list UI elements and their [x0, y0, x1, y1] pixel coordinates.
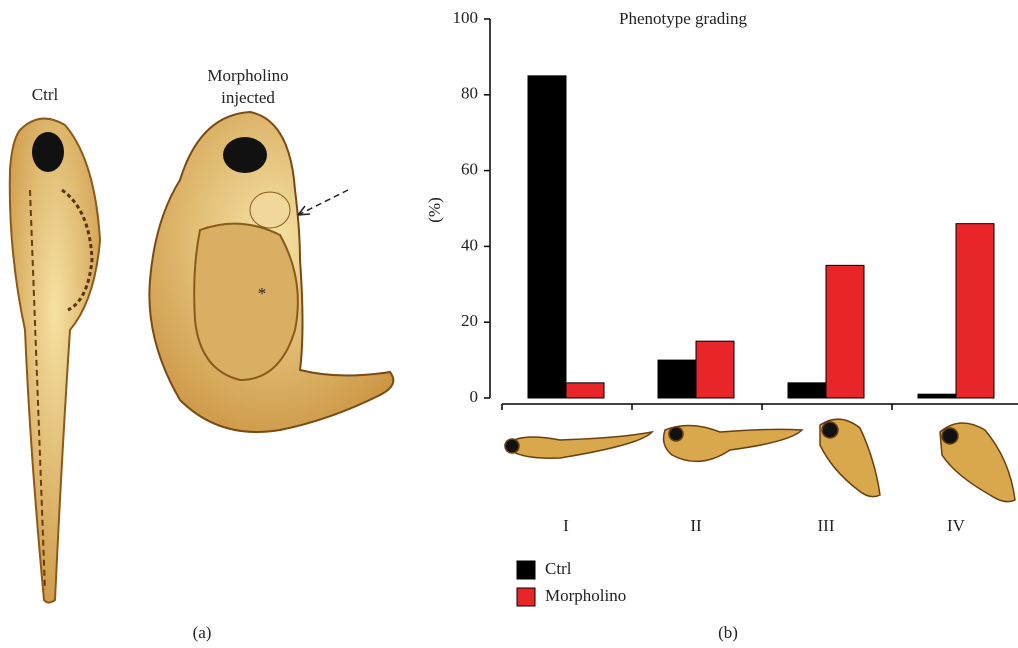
bar [955, 223, 995, 399]
phenotype-thumbnails [504, 418, 1016, 503]
y-tick-label: 60 [461, 160, 478, 179]
legend-label: Ctrl [545, 559, 572, 578]
x-tick-label: IV [947, 516, 966, 535]
ctrl-label: Ctrl [32, 85, 59, 104]
y-tick-label: 80 [461, 84, 478, 103]
bar [787, 382, 827, 399]
bar [917, 393, 957, 399]
panel-caption: (a) [193, 623, 212, 642]
asterisk: * [258, 284, 267, 303]
bar [695, 340, 735, 399]
ctrl-larva [8, 117, 102, 604]
bar [825, 264, 865, 399]
chart-title: Phenotype grading [619, 9, 747, 28]
y-axis-label: (%) [425, 197, 444, 222]
bar [657, 359, 697, 399]
x-tick-label: III [818, 516, 835, 535]
x-tick-label: II [690, 516, 702, 535]
injected-label: injected [221, 88, 275, 107]
y-tick-label: 40 [461, 235, 478, 254]
injected-larva [148, 110, 395, 433]
injected-label: Morpholino [207, 66, 288, 85]
bar [565, 382, 605, 399]
x-tick-label: I [563, 516, 569, 535]
legend-label: Morpholino [545, 586, 626, 605]
y-tick-label: 100 [453, 8, 479, 27]
panel-caption: (b) [718, 623, 738, 642]
bar [527, 75, 567, 399]
legend-swatch [516, 587, 536, 607]
y-tick-label: 20 [461, 311, 478, 330]
legend-swatch [516, 560, 536, 580]
y-tick-label: 0 [470, 387, 479, 406]
